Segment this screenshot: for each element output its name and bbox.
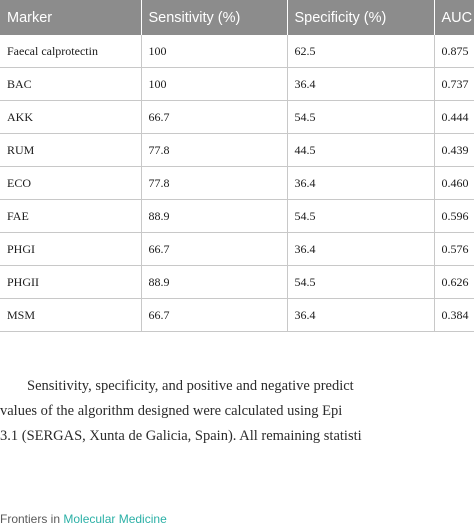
paragraph-line: values of the algorithm designed were ca… bbox=[0, 403, 343, 419]
cell-auc: 0.596 bbox=[434, 199, 474, 233]
cell-marker: FAE bbox=[0, 199, 142, 233]
cell-specificity: 54.5 bbox=[287, 100, 435, 134]
journal-prefix: Frontiers in bbox=[0, 512, 64, 526]
column-header-specificity: Specificity (%) bbox=[287, 0, 435, 35]
cell-sensitivity: 100 bbox=[141, 35, 288, 68]
cell-auc: 0.626 bbox=[434, 265, 474, 299]
journal-footer: Frontiers in Molecular Medicine bbox=[0, 512, 167, 526]
cell-auc: 0.444 bbox=[434, 100, 474, 134]
table-row: AKK 66.7 54.5 0.444 bbox=[0, 100, 474, 134]
cell-sensitivity: 66.7 bbox=[141, 232, 288, 266]
journal-name[interactable]: Molecular Medicine bbox=[63, 512, 167, 526]
cell-specificity: 54.5 bbox=[287, 199, 435, 233]
column-header-sensitivity: Sensitivity (%) bbox=[141, 0, 288, 35]
cell-sensitivity: 100 bbox=[141, 67, 288, 101]
cell-marker: ECO bbox=[0, 166, 142, 200]
cell-marker: PHGII bbox=[0, 265, 142, 299]
cell-sensitivity: 77.8 bbox=[141, 166, 288, 200]
cell-auc: 0.576 bbox=[434, 232, 474, 266]
cell-specificity: 36.4 bbox=[287, 232, 435, 266]
cell-auc: 0.384 bbox=[434, 298, 474, 332]
cell-sensitivity: 88.9 bbox=[141, 199, 288, 233]
body-paragraph: Sensitivity, specificity, and positive a… bbox=[0, 374, 474, 449]
cell-sensitivity: 88.9 bbox=[141, 265, 288, 299]
column-header-marker: Marker bbox=[0, 0, 142, 35]
paragraph-line: 3.1 (SERGAS, Xunta de Galicia, Spain). A… bbox=[0, 428, 362, 444]
table-row: MSM 66.7 36.4 0.384 bbox=[0, 298, 474, 332]
cell-auc: 0.439 bbox=[434, 133, 474, 167]
cell-specificity: 36.4 bbox=[287, 166, 435, 200]
table-row: PHGI 66.7 36.4 0.576 bbox=[0, 232, 474, 266]
cell-marker: AKK bbox=[0, 100, 142, 134]
cell-marker: BAC bbox=[0, 67, 142, 101]
cell-marker: MSM bbox=[0, 298, 142, 332]
table-row: RUM 77.8 44.5 0.439 bbox=[0, 133, 474, 167]
table-row: FAE 88.9 54.5 0.596 bbox=[0, 199, 474, 233]
marker-table: Marker Sensitivity (%) Specificity (%) A… bbox=[0, 0, 474, 332]
column-header-auc: AUC bbox=[434, 0, 474, 35]
cell-specificity: 36.4 bbox=[287, 67, 435, 101]
table-row: PHGII 88.9 54.5 0.626 bbox=[0, 265, 474, 299]
cell-sensitivity: 77.8 bbox=[141, 133, 288, 167]
table-header-row: Marker Sensitivity (%) Specificity (%) A… bbox=[0, 0, 474, 35]
paragraph-line: Sensitivity, specificity, and positive a… bbox=[27, 378, 354, 394]
table-row: BAC 100 36.4 0.737 bbox=[0, 67, 474, 101]
table-row: Faecal calprotectin 100 62.5 0.875 bbox=[0, 35, 474, 68]
cell-specificity: 36.4 bbox=[287, 298, 435, 332]
cell-auc: 0.460 bbox=[434, 166, 474, 200]
cell-auc: 0.875 bbox=[434, 35, 474, 68]
cell-sensitivity: 66.7 bbox=[141, 298, 288, 332]
cell-marker: Faecal calprotectin bbox=[0, 35, 142, 68]
cell-specificity: 44.5 bbox=[287, 133, 435, 167]
cell-sensitivity: 66.7 bbox=[141, 100, 288, 134]
cell-marker: RUM bbox=[0, 133, 142, 167]
cell-auc: 0.737 bbox=[434, 67, 474, 101]
table-row: ECO 77.8 36.4 0.460 bbox=[0, 166, 474, 200]
cell-specificity: 62.5 bbox=[287, 35, 435, 68]
cell-marker: PHGI bbox=[0, 232, 142, 266]
cell-specificity: 54.5 bbox=[287, 265, 435, 299]
